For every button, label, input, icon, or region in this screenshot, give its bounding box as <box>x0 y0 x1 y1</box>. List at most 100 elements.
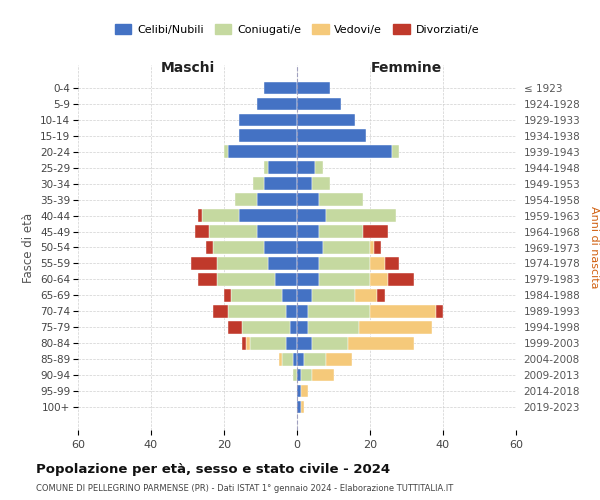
Bar <box>311 289 355 302</box>
Bar <box>315 162 323 174</box>
Bar <box>301 369 311 382</box>
Bar <box>239 130 297 142</box>
Bar <box>213 305 227 318</box>
Bar <box>297 369 301 382</box>
Bar <box>242 337 246 349</box>
Bar <box>286 305 297 318</box>
Y-axis label: Fasce di età: Fasce di età <box>22 212 35 282</box>
Bar <box>297 130 367 142</box>
Bar <box>359 321 432 334</box>
Bar <box>275 273 297 285</box>
Bar <box>348 337 414 349</box>
Bar <box>297 82 330 94</box>
Bar <box>297 353 304 366</box>
Text: Maschi: Maschi <box>160 61 215 75</box>
Legend: Celibi/Nubili, Coniugati/e, Vedovi/e, Divorziati/e: Celibi/Nubili, Coniugati/e, Vedovi/e, Di… <box>110 20 484 39</box>
Bar <box>227 321 242 334</box>
Text: Femmine: Femmine <box>371 61 442 75</box>
Bar <box>246 337 250 349</box>
Bar <box>264 82 297 94</box>
Bar <box>209 226 257 238</box>
Bar <box>293 353 297 366</box>
Bar <box>199 273 217 285</box>
Bar <box>206 242 213 254</box>
Bar <box>304 353 326 366</box>
Bar <box>195 226 209 238</box>
Bar <box>297 114 355 126</box>
Bar <box>297 305 308 318</box>
Bar <box>232 289 283 302</box>
Bar <box>239 114 297 126</box>
Bar <box>283 353 293 366</box>
Bar <box>290 321 297 334</box>
Bar <box>264 242 297 254</box>
Bar <box>374 242 381 254</box>
Bar <box>297 321 308 334</box>
Bar <box>436 305 443 318</box>
Bar <box>297 210 326 222</box>
Bar <box>326 210 395 222</box>
Bar <box>279 353 283 366</box>
Bar <box>319 257 370 270</box>
Text: COMUNE DI PELLEGRINO PARMENSE (PR) - Dati ISTAT 1° gennaio 2024 - Elaborazione T: COMUNE DI PELLEGRINO PARMENSE (PR) - Dat… <box>36 484 453 493</box>
Bar <box>227 305 286 318</box>
Bar <box>370 257 385 270</box>
Bar <box>199 210 202 222</box>
Bar <box>326 353 352 366</box>
Bar <box>293 369 297 382</box>
Bar <box>355 289 377 302</box>
Bar <box>286 337 297 349</box>
Bar <box>297 337 311 349</box>
Bar <box>370 273 388 285</box>
Bar <box>319 273 370 285</box>
Bar <box>385 257 399 270</box>
Bar <box>311 337 348 349</box>
Bar <box>362 226 388 238</box>
Bar <box>217 273 275 285</box>
Bar <box>217 257 268 270</box>
Bar <box>370 305 436 318</box>
Bar <box>257 98 297 110</box>
Bar <box>301 401 304 413</box>
Bar <box>253 178 264 190</box>
Bar <box>268 257 297 270</box>
Bar <box>264 178 297 190</box>
Bar <box>319 226 362 238</box>
Bar <box>308 321 359 334</box>
Bar <box>297 146 392 158</box>
Bar <box>297 385 301 398</box>
Y-axis label: Anni di nascita: Anni di nascita <box>589 206 599 289</box>
Bar <box>283 289 297 302</box>
Bar <box>297 98 341 110</box>
Bar <box>297 257 319 270</box>
Bar <box>224 146 227 158</box>
Bar <box>392 146 399 158</box>
Bar <box>202 210 239 222</box>
Bar <box>323 242 370 254</box>
Bar <box>370 242 374 254</box>
Bar <box>301 385 308 398</box>
Bar <box>388 273 414 285</box>
Bar <box>297 226 319 238</box>
Bar <box>297 242 323 254</box>
Bar <box>297 401 301 413</box>
Bar <box>227 146 297 158</box>
Bar <box>239 210 297 222</box>
Bar <box>297 194 319 206</box>
Bar <box>311 178 330 190</box>
Bar <box>311 369 334 382</box>
Bar <box>297 273 319 285</box>
Bar <box>264 162 268 174</box>
Bar <box>213 242 264 254</box>
Bar <box>235 194 257 206</box>
Bar <box>377 289 385 302</box>
Bar <box>257 226 297 238</box>
Bar <box>257 194 297 206</box>
Text: Popolazione per età, sesso e stato civile - 2024: Popolazione per età, sesso e stato civil… <box>36 462 390 475</box>
Bar <box>191 257 217 270</box>
Bar <box>319 194 362 206</box>
Bar <box>242 321 290 334</box>
Bar <box>297 162 315 174</box>
Bar <box>268 162 297 174</box>
Bar <box>297 289 311 302</box>
